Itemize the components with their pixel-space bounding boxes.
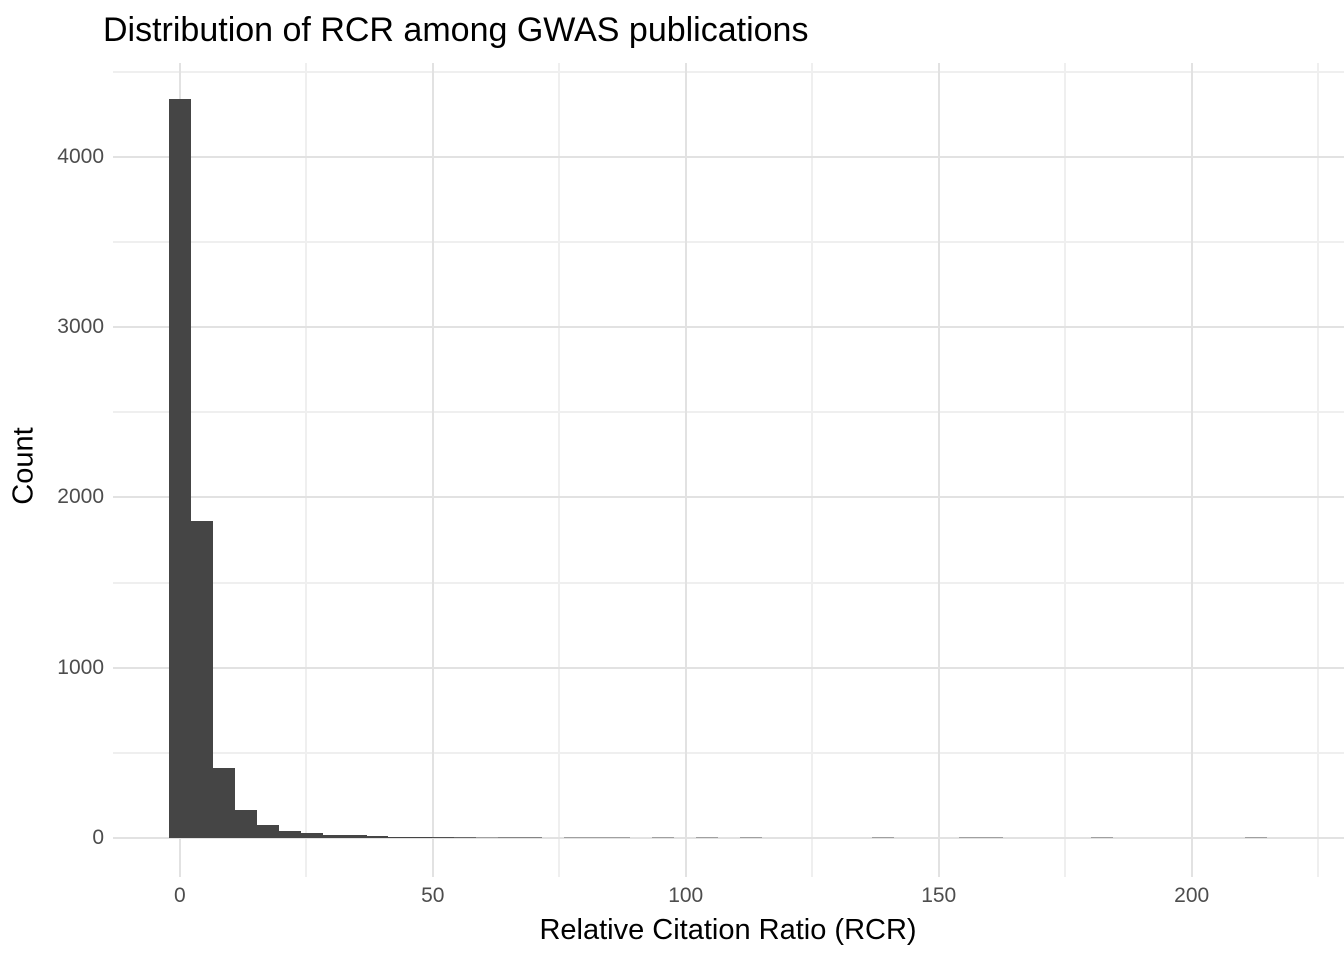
x-gridline-major [684,63,687,877]
x-gridline-minor [305,63,308,877]
y-gridline-minor [113,241,1344,244]
x-tick-label: 150 [921,884,957,907]
histogram-bar [278,830,301,839]
y-gridline-major [113,326,1344,329]
y-tick-label: 4000 [57,144,104,168]
histogram-bar [564,837,587,838]
histogram-bar [454,837,477,838]
histogram-bar [586,837,608,838]
histogram-bar [520,837,543,838]
x-gridline-minor [1064,63,1067,877]
x-tick-label: 0 [173,884,186,907]
histogram-bar [168,99,191,838]
y-tick-label: 0 [92,826,104,849]
chart-title: Distribution of RCR among GWAS publicati… [103,11,809,49]
histogram-bar [871,837,894,838]
x-tick-label: 50 [421,884,445,907]
histogram-bar [256,825,279,838]
histogram-bar [410,837,433,838]
y-gridline-major [113,496,1344,499]
histogram-bar [981,837,1004,838]
x-gridline-major [937,63,940,877]
x-gridline-minor [558,63,561,877]
histogram-bar [344,835,367,838]
y-gridline-major [113,837,1344,839]
histogram-bar [608,837,630,838]
x-gridline-major [431,63,434,877]
histogram-bar [1244,837,1267,838]
x-tick-label: 200 [1174,884,1210,907]
histogram-bar [432,837,455,838]
histogram-bar [498,837,521,838]
histogram-bar [695,837,718,838]
y-gridline-minor [113,751,1344,754]
histogram-bar [234,809,257,838]
y-tick-label: 2000 [57,485,104,509]
histogram-bar [190,521,213,838]
histogram-bar [1091,837,1114,838]
x-gridline-minor [1317,63,1320,877]
histogram-bar [300,833,323,838]
x-axis-title: Relative Citation Ratio (RCR) [539,914,917,946]
histogram-bar [388,836,411,838]
y-gridline-minor [113,70,1344,73]
x-gridline-minor [811,63,814,877]
y-tick-label: 1000 [57,655,104,679]
histogram-bar [322,834,345,838]
histogram-bar [739,837,762,838]
y-tick-label: 3000 [57,315,104,339]
y-gridline-minor [113,581,1344,584]
x-gridline-major [1190,63,1193,877]
histogram-bar [212,768,235,838]
plot-panel [113,63,1344,877]
histogram-bar [959,837,982,838]
y-gridline-major [113,666,1344,669]
y-gridline-major [113,155,1344,158]
histogram-bar [651,837,674,838]
y-gridline-minor [113,411,1344,414]
histogram-bar [366,836,389,838]
histogram-bar [476,837,499,838]
x-tick-label: 100 [668,884,704,907]
